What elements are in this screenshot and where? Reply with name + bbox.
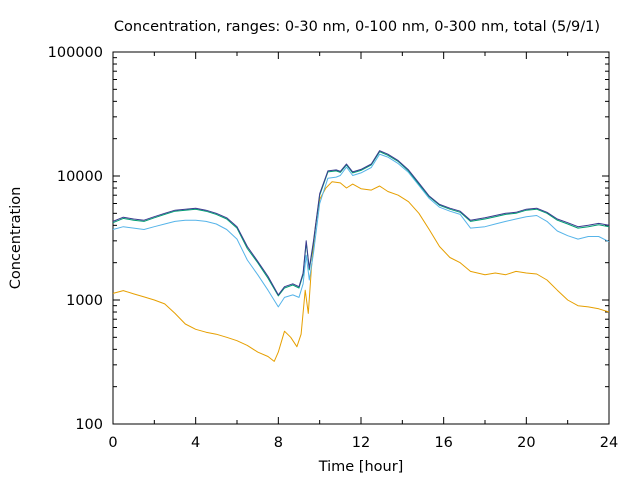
- x-tick-label: 0: [108, 435, 117, 451]
- y-tick-label: 100000: [48, 45, 103, 61]
- series-line-4: [112, 150, 610, 296]
- axis-ticks: [112, 51, 610, 425]
- series-group: [112, 150, 610, 362]
- x-axis-label: Time [hour]: [318, 459, 404, 475]
- chart-title: Concentration, ranges: 0-30 nm, 0-100 nm…: [114, 19, 600, 35]
- y-tick-label: 100: [75, 417, 103, 433]
- tick-labels: 0 4 8 12 16 20 24 100 1000 10000 100000: [48, 45, 619, 451]
- plot-frame: [112, 51, 610, 425]
- x-tick-label: 24: [600, 435, 618, 451]
- series-line-3: [112, 151, 610, 297]
- x-tick-label: 20: [517, 435, 535, 451]
- series-line-2: [112, 153, 610, 308]
- x-tick-label: 12: [352, 435, 370, 451]
- x-tick-label: 16: [434, 435, 452, 451]
- series-line-1: [112, 181, 610, 362]
- y-tick-label: 1000: [66, 293, 103, 309]
- x-tick-label: 8: [274, 435, 283, 451]
- y-axis-label: Concentration: [8, 187, 24, 290]
- y-tick-label: 10000: [57, 169, 103, 185]
- x-tick-label: 4: [191, 435, 200, 451]
